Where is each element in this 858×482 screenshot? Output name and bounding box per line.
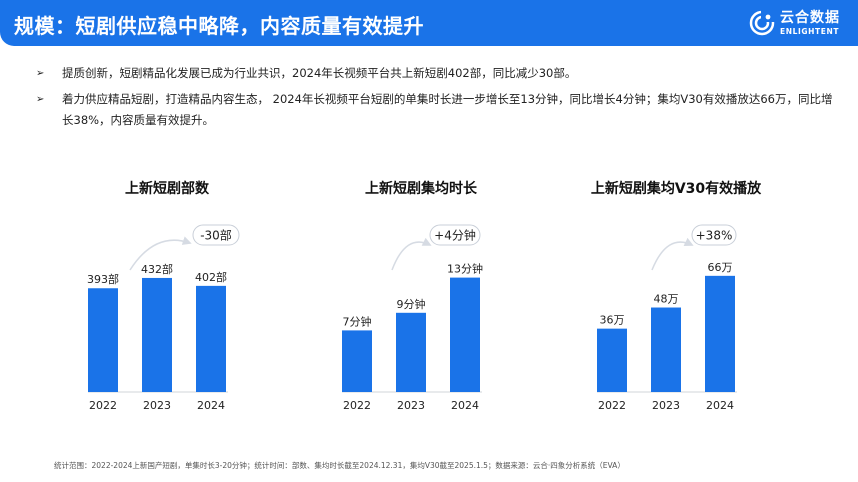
chart-title: 上新短剧集均时长 xyxy=(365,180,478,197)
logo-text-en: ENLIGHTENT xyxy=(780,26,840,36)
chart-avg-v30-plays: 上新短剧集均V30有效播放 36万 2022 48万 2023 66万 2024 +38% xyxy=(547,175,805,415)
bar xyxy=(597,328,627,392)
x-tick-label: 2023 xyxy=(652,399,680,412)
chart-title: 上新短剧部数 xyxy=(125,180,210,197)
chart-svg: 上新短剧集均V30有效播放 36万 2022 48万 2023 66万 2024 +38% xyxy=(591,180,762,412)
bullet-list: ➢ 提质创新，短剧精品化发展已成为行业共识，2024年长视频平台共上新短剧402… xyxy=(36,63,836,136)
x-tick-label: 2023 xyxy=(143,399,171,412)
arrow-bullet-icon: ➢ xyxy=(36,94,45,105)
bar xyxy=(196,285,226,392)
bullet-text: 提质创新，短剧精品化发展已成为行业共识，2024年长视频平台共上新短剧402部，… xyxy=(62,66,577,80)
data-label: 66万 xyxy=(708,261,733,274)
bar xyxy=(396,312,426,392)
x-tick-label: 2023 xyxy=(397,399,425,412)
change-label: -30部 xyxy=(200,228,232,243)
footnote: 统计范围：2022-2024上新国产短剧，单集时长3-20分钟；统计时间：部数、… xyxy=(54,461,625,470)
data-label: 432部 xyxy=(141,262,173,276)
chart-avg-episode-duration: 上新短剧集均时长 7分钟 2022 9分钟 2023 13分钟 2024 +4分钟 xyxy=(292,175,550,415)
bullet-item: ➢ 着力供应精品短剧，打造精品内容生态， 2024年长视频平台短剧的单集时长进一… xyxy=(36,89,836,131)
x-tick-label: 2024 xyxy=(197,399,225,412)
chart-svg: 上新短剧集均时长 7分钟 2022 9分钟 2023 13分钟 2024 +4分钟 xyxy=(342,180,483,412)
chart-title: 上新短剧集均V30有效播放 xyxy=(591,180,762,197)
change-label: +38% xyxy=(696,229,733,243)
change-label: +4分钟 xyxy=(434,228,476,243)
data-label: 393部 xyxy=(87,272,119,286)
chart-svg: 上新短剧部数 393部 2022 432部 2023 402部 2024 -30部 xyxy=(87,180,240,412)
x-tick-label: 2022 xyxy=(89,399,117,412)
bar xyxy=(450,277,480,392)
bullet-text: 着力供应精品短剧，打造精品内容生态， 2024年长视频平台短剧的单集时长进一步增… xyxy=(62,92,833,127)
change-badge xyxy=(192,224,240,246)
bar xyxy=(342,330,372,392)
arrow-bullet-icon: ➢ xyxy=(36,68,45,79)
x-tick-label: 2024 xyxy=(451,399,479,412)
data-label: 13分钟 xyxy=(447,262,483,276)
trend-arrow-icon xyxy=(391,237,432,271)
data-label: 48万 xyxy=(654,293,679,306)
data-label: 36万 xyxy=(600,314,625,327)
x-tick-label: 2022 xyxy=(343,399,371,412)
logo-text-cn: 云合数据 xyxy=(780,9,840,26)
trend-arrow-icon xyxy=(129,236,192,271)
bullet-item: ➢ 提质创新，短剧精品化发展已成为行业共识，2024年长视频平台共上新短剧402… xyxy=(36,63,836,84)
page-title: 规模：短剧供应稳中略降，内容质量有效提升 xyxy=(14,14,424,38)
bar xyxy=(142,277,172,392)
data-label: 7分钟 xyxy=(343,314,372,328)
bar xyxy=(651,307,681,392)
trend-arrow-icon xyxy=(651,237,694,271)
x-tick-label: 2024 xyxy=(706,399,734,412)
change-badge xyxy=(429,224,481,246)
chart-new-series-count: 上新短剧部数 393部 2022 432部 2023 402部 2024 -30部 xyxy=(38,175,296,415)
x-tick-label: 2022 xyxy=(598,399,626,412)
bar xyxy=(88,288,118,392)
change-badge xyxy=(691,224,737,246)
logo-icon xyxy=(749,10,775,36)
header-bar: 规模：短剧供应稳中略降，内容质量有效提升 云合数据 ENLIGHTENT xyxy=(0,0,858,46)
logo: 云合数据 ENLIGHTENT xyxy=(749,7,840,39)
data-label: 9分钟 xyxy=(397,297,426,311)
bar xyxy=(705,275,735,392)
data-label: 402部 xyxy=(195,270,227,284)
